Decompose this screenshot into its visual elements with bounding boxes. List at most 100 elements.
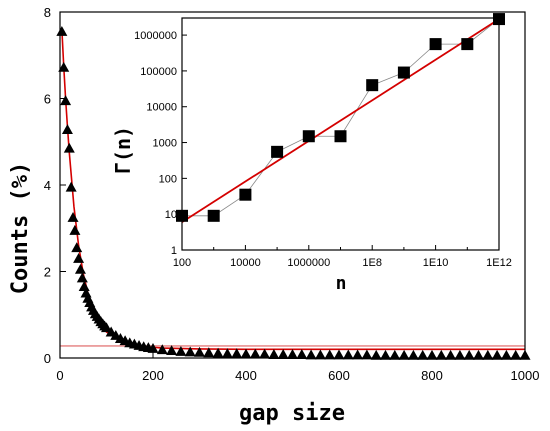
main-triangle-point xyxy=(76,272,88,283)
main-triangle-point xyxy=(417,349,429,360)
main-triangle-point xyxy=(240,348,252,359)
inset-y-axis-title: Γ(n) xyxy=(111,126,135,174)
inset-x-tick-label: 1000000 xyxy=(287,257,330,269)
main-y-tick-label: 4 xyxy=(44,178,51,193)
inset-y-tick-label: 1000 xyxy=(153,138,177,150)
main-triangle-point xyxy=(463,349,475,360)
inset-x-tick-labels: 100 10000 1000000 1E8 1E10 1E12 xyxy=(173,257,512,269)
inset-x-tick-label: 1E8 xyxy=(362,257,382,269)
main-triangle-point xyxy=(398,349,410,360)
main-triangle-point xyxy=(268,349,280,359)
main-triangle-point xyxy=(65,181,77,192)
main-triangle-point xyxy=(314,349,326,360)
main-triangle-point xyxy=(287,349,298,359)
main-x-tick-label: 600 xyxy=(328,368,350,383)
inset-square-point xyxy=(271,145,284,158)
main-x-tick-label: 200 xyxy=(142,368,164,383)
main-data-points xyxy=(56,25,531,360)
inset-y-tick-label: 1000000 xyxy=(134,30,177,42)
main-triangle-point xyxy=(74,263,86,274)
inset-y-tick-label: 10 xyxy=(165,209,177,221)
main-triangle-point xyxy=(63,142,75,153)
inset-square-point xyxy=(302,130,315,143)
main-triangle-point xyxy=(324,349,336,360)
inset-x-axis-title: n xyxy=(336,273,347,294)
main-triangle-point xyxy=(184,346,196,357)
main-y-tick-labels: 0 2 4 6 8 xyxy=(44,5,51,366)
main-triangle-point xyxy=(156,344,168,355)
main-plot-frame xyxy=(59,11,526,359)
main-x-axis-title: gap size xyxy=(239,401,345,426)
main-y-axis-title: Counts (%) xyxy=(8,162,33,294)
inset-square-point xyxy=(207,209,220,222)
main-triangle-point xyxy=(352,349,364,360)
inset-square-point xyxy=(429,38,442,51)
main-chart: 0 200 400 600 800 1000 0 2 4 6 8 gap size Counts … xyxy=(8,5,539,426)
main-x-tick-label: 0 xyxy=(56,368,63,383)
main-triangle-point xyxy=(435,349,447,360)
inset-square-point xyxy=(366,79,379,92)
main-triangle-point xyxy=(175,346,187,356)
main-triangle-point xyxy=(454,349,466,360)
main-triangle-point xyxy=(500,349,512,360)
main-triangle-point xyxy=(407,349,419,360)
main-triangle-point xyxy=(305,349,317,360)
main-triangle-point xyxy=(482,349,494,360)
main-triangle-point xyxy=(370,349,382,360)
main-triangle-point xyxy=(231,348,243,359)
main-y-tick-label: 8 xyxy=(44,5,51,20)
inset-square-point xyxy=(397,66,410,79)
main-y-tick-label: 6 xyxy=(44,92,51,107)
main-triangle-point xyxy=(101,322,112,333)
inset-fit-line xyxy=(181,18,500,223)
main-triangle-point xyxy=(78,281,90,292)
main-triangle-point xyxy=(69,224,81,235)
main-y-tick-label: 2 xyxy=(44,265,51,280)
inset-x-tick-label: 100 xyxy=(173,257,191,269)
main-triangle-point xyxy=(259,348,271,359)
main-triangle-point xyxy=(342,349,354,360)
main-triangle-point xyxy=(473,349,484,360)
inset-chart: 100 10000 1000000 1E8 1E10 1E12 1 10 100 1000 100… xyxy=(111,13,512,294)
main-triangle-point xyxy=(491,349,503,360)
main-triangle-point xyxy=(389,349,401,360)
main-triangle-point xyxy=(249,348,261,359)
main-triangle-point xyxy=(56,25,68,36)
main-triangle-point xyxy=(147,342,159,353)
main-triangle-point xyxy=(58,61,70,72)
main-triangle-point xyxy=(203,347,215,358)
main-triangle-point xyxy=(212,347,224,358)
main-triangle-point xyxy=(361,349,373,360)
inset-x-tick-label: 10000 xyxy=(230,257,261,269)
inset-square-point xyxy=(239,188,252,201)
main-triangle-point xyxy=(296,349,308,359)
main-triangle-point xyxy=(380,349,391,360)
main-triangle-point xyxy=(60,95,72,106)
inset-y-tick-label: 100000 xyxy=(140,66,177,78)
main-triangle-point xyxy=(445,349,457,360)
main-triangle-point xyxy=(71,242,83,253)
main-x-tick-label: 800 xyxy=(421,368,443,383)
main-triangle-point xyxy=(221,348,233,359)
main-triangle-point xyxy=(194,346,205,357)
main-triangle-point xyxy=(67,211,79,222)
inset-data-points xyxy=(176,13,505,222)
inset-fit-polyline xyxy=(181,18,500,223)
main-x-tick-label: 1000 xyxy=(511,368,540,383)
main-y-tick-label: 0 xyxy=(44,351,51,366)
inset-y-tick-label: 10000 xyxy=(146,102,177,114)
inset-plot-frame xyxy=(181,17,500,251)
main-triangle-point xyxy=(166,345,178,356)
main-triangle-point xyxy=(73,253,85,263)
inset-square-point xyxy=(334,130,347,143)
main-triangle-point xyxy=(333,349,345,360)
main-x-tick-label: 400 xyxy=(235,368,257,383)
main-triangle-point xyxy=(61,124,73,135)
inset-x-tick-label: 1E10 xyxy=(423,257,449,269)
main-triangle-point xyxy=(510,349,522,360)
main-triangle-point xyxy=(426,349,438,360)
inset-y-tick-labels: 1 10 100 1000 10000 100000 1000000 xyxy=(134,30,177,257)
inset-x-tick-label: 1E12 xyxy=(486,257,512,269)
inset-y-tick-label: 100 xyxy=(159,173,177,185)
